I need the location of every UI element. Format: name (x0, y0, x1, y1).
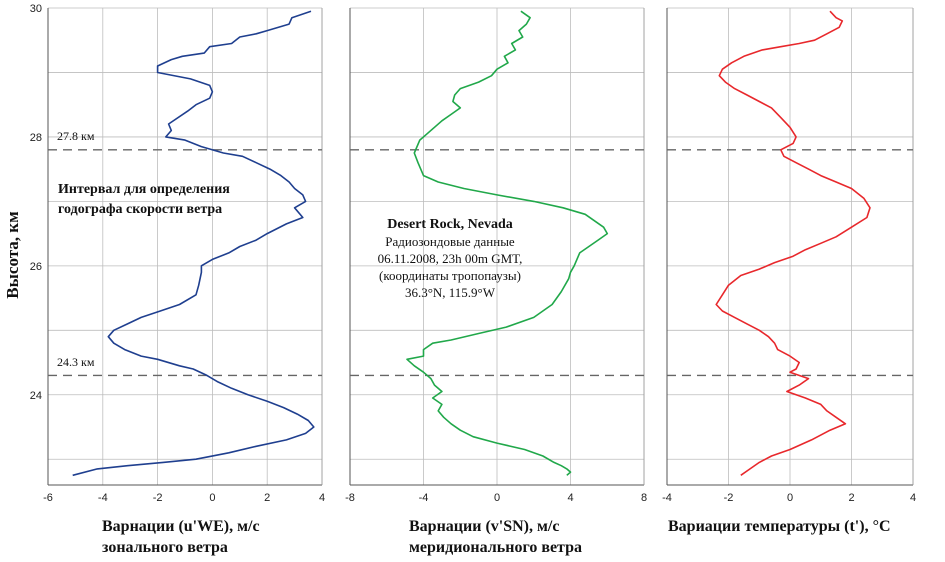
annotation-interval: Интервал для определения годографа скоро… (58, 180, 230, 220)
x-tick-label-0: -6 (43, 492, 53, 504)
site-info-line3: (координаты тропопаузы) (378, 268, 521, 283)
x-axis-label-temperature-line1: Вариации температуры (t'), °C (668, 518, 891, 535)
series-line-temperature (715, 10, 871, 476)
series-line-meridional (406, 10, 609, 476)
x-axis-label-meridional-line2: меридионального ветра (409, 539, 583, 556)
annotation-interval-line2: годографа скорости ветра (58, 202, 223, 217)
annotation-27-8-km: 27.8 км (57, 129, 95, 143)
y-tick-label-1: 26 (30, 261, 42, 273)
x-tick-label-5: 4 (319, 492, 325, 504)
annotation-interval-line1: Интервал для определения (58, 182, 230, 197)
x-axis-label-zonal-line2: зонального ветра (102, 539, 228, 556)
x-tick-label-2: 0 (494, 492, 500, 504)
x-tick-label-2: -2 (153, 492, 163, 504)
x-axis-label-zonal-line1: Варнации (u'WE), м/с (102, 518, 260, 535)
y-axis-label: Высота, км (0, 140, 26, 370)
site-info-line4: 36.3°N, 115.9°W (404, 285, 496, 300)
panel-meridional: -8 -4 0 4 8 (345, 7, 647, 504)
x-tick-label-4: 4 (910, 492, 916, 504)
y-tick-label-2: 28 (30, 132, 42, 144)
x-tick-label-3: 0 (209, 492, 215, 504)
x-axis-label-zonal: Варнации (u'WE), м/с зонального ветра (102, 516, 260, 558)
x-axis-label-meridional: Варнации (v'SN), м/с меридионального вет… (409, 516, 582, 558)
x-tick-label-1: -4 (419, 492, 429, 504)
x-tick-label-4: 8 (641, 492, 647, 504)
y-tick-label-3: 30 (30, 3, 42, 15)
x-axis-label-temperature: Вариации температуры (t'), °C (668, 516, 891, 537)
y-axis-label-text: Высота, км (3, 211, 22, 299)
series-line-zonal (72, 10, 315, 477)
x-axis-label-meridional-line1: Варнации (v'SN), м/с (409, 518, 560, 535)
x-tick-label-3: 4 (567, 492, 573, 504)
x-tick-label-1: -4 (98, 492, 108, 504)
y-tick-label-0: 24 (30, 390, 42, 402)
x-tick-label-3: 2 (848, 492, 854, 504)
x-tick-label-2: 0 (787, 492, 793, 504)
x-tick-label-0: -4 (662, 492, 672, 504)
site-info-line1: Радиозондовые данные (385, 234, 515, 249)
x-tick-label-0: -8 (345, 492, 355, 504)
annotation-24-3-km: 24.3 км (57, 355, 95, 369)
x-tick-label-4: 2 (264, 492, 270, 504)
site-name: Desert Rock, Nevada (387, 217, 513, 232)
site-info-line2: 06.11.2008, 23h 00m GMT, (377, 251, 523, 266)
x-tick-label-1: -2 (724, 492, 734, 504)
site-info: Desert Rock, Nevada Радиозондовые данные… (330, 216, 570, 301)
panel-temperature: -4 -2 0 2 4 (662, 7, 916, 504)
